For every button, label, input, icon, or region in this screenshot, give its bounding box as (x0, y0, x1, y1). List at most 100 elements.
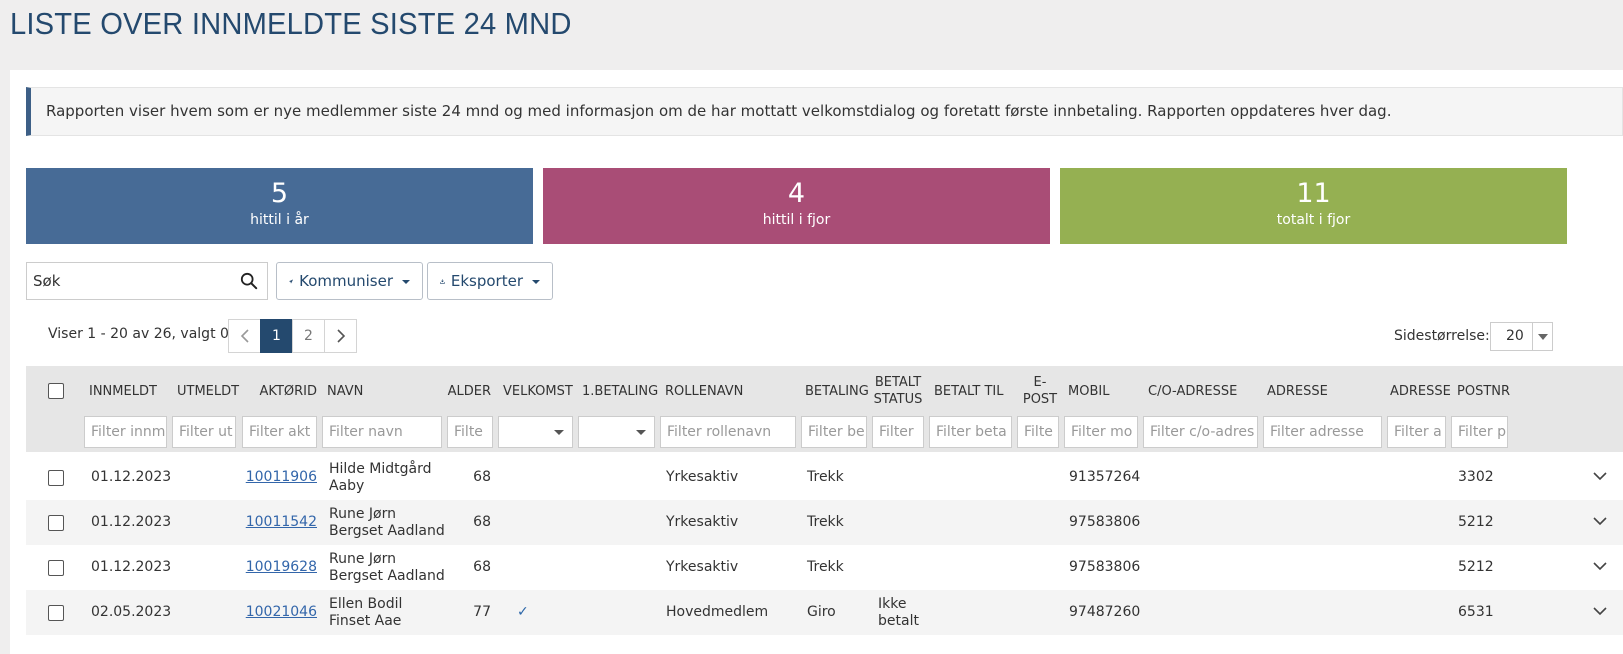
page-1-button[interactable]: 1 (260, 319, 293, 353)
row-checkbox[interactable] (48, 470, 64, 486)
cell-betalt-status: Ikke betalt (878, 590, 919, 635)
filter-epost[interactable]: Filte (1017, 416, 1059, 448)
cell-alder: 68 (473, 559, 491, 575)
aktorid-link[interactable]: 10021046 (245, 604, 317, 620)
page-title: LISTE OVER INNMELDTE SISTE 24 MND (10, 6, 572, 41)
col-innmeldt[interactable]: INNMELDT (89, 383, 157, 399)
cell-velkomst: ✓ (517, 604, 529, 620)
expand-chevron-icon[interactable] (1593, 606, 1607, 616)
report-panel: Rapporten viser hvem som er nye medlemme… (10, 70, 1623, 654)
col-utmeldt[interactable]: UTMELDT (177, 383, 240, 399)
row-checkbox[interactable] (48, 515, 64, 531)
eksporter-button[interactable]: Eksporter (427, 262, 553, 300)
stat-label: totalt i fjor (1276, 212, 1351, 228)
filter-aktorid[interactable]: Filter akt (242, 416, 317, 448)
cell-betaling: Trekk (807, 469, 844, 485)
filter-rollenavn[interactable]: Filter rollenavn (660, 416, 796, 448)
kommuniser-label: Kommuniser (299, 272, 393, 290)
filter-postnr[interactable]: Filter p (1451, 416, 1508, 448)
stat-card-last-year: 4 hittil i fjor (543, 168, 1050, 244)
row-checkbox[interactable] (48, 560, 64, 576)
expand-chevron-icon[interactable] (1593, 561, 1607, 571)
paper-plane-icon (289, 279, 293, 283)
col-aktorid[interactable]: AKTØRID (259, 383, 317, 399)
filter-betalt-status[interactable]: Filter (872, 416, 924, 448)
col-velkomst[interactable]: VELKOMST (503, 383, 573, 399)
kommuniser-button[interactable]: Kommuniser (276, 262, 423, 300)
select-all-checkbox[interactable] (48, 383, 64, 399)
stat-value: 11 (1296, 178, 1331, 209)
aktorid-link[interactable]: 10011906 (245, 469, 317, 485)
navn-line2: Bergset Aadland (329, 522, 445, 539)
col-postnr[interactable]: POSTNR (1457, 383, 1511, 399)
cell-navn: Rune Jørn Bergset Aadland (329, 500, 445, 545)
navn-line2: Aaby (329, 477, 365, 494)
search-icon[interactable] (240, 272, 258, 290)
col-betaling[interactable]: BETALING (805, 383, 869, 399)
col-rollenavn[interactable]: ROLLENAVN (665, 383, 744, 399)
filter-betaling[interactable]: Filter be (801, 416, 867, 448)
col-co-adresse[interactable]: C/O-ADRESSE (1148, 383, 1238, 399)
col-betalt-til[interactable]: BETALT TIL (934, 383, 1004, 399)
eksporter-label: Eksporter (450, 272, 523, 290)
filter-innmeldt[interactable]: Filter innm (84, 416, 167, 448)
filter-betalt-til[interactable]: Filter beta (929, 416, 1012, 448)
cell-innmeldt: 01.12.2023 (91, 514, 172, 530)
search-input[interactable] (27, 263, 227, 299)
table-body: 01.12.2023 10011906 Hilde Midtgård Aaby … (26, 455, 1623, 635)
table-row[interactable]: 01.12.2023 10019628 Rune Jørn Bergset Aa… (26, 545, 1623, 590)
table-row[interactable]: 01.12.2023 10011906 Hilde Midtgård Aaby … (26, 455, 1623, 500)
row-checkbox[interactable] (48, 605, 64, 621)
navn-line1: Hilde Midtgård (329, 460, 432, 477)
aktorid-link[interactable]: 10011542 (245, 514, 317, 530)
cell-betaling: Trekk (807, 514, 844, 530)
col-navn[interactable]: NAVN (327, 383, 364, 399)
filter-co-adresse[interactable]: Filter c/o-adres (1143, 416, 1258, 448)
col-mobil[interactable]: MOBIL (1068, 383, 1110, 399)
col-epost-line2: POST (1022, 392, 1058, 407)
cell-innmeldt: 01.12.2023 (91, 469, 172, 485)
col-alder[interactable]: ALDER (447, 383, 491, 399)
expand-chevron-icon[interactable] (1593, 471, 1607, 481)
pager-summary: Viser 1 - 20 av 26, valgt 0 (48, 326, 229, 342)
filter-utmeldt[interactable]: Filter ut (172, 416, 236, 448)
prev-page-button[interactable] (228, 319, 261, 353)
expand-chevron-icon[interactable] (1593, 516, 1607, 526)
cell-postnr: 3302 (1458, 469, 1494, 485)
aktorid-link[interactable]: 10019628 (245, 559, 317, 575)
stat-value: 4 (787, 178, 806, 209)
filter-velkomst-select[interactable] (498, 416, 573, 448)
chevron-down-icon[interactable] (1532, 323, 1552, 350)
chevron-right-icon (336, 329, 345, 343)
navn-line1: Rune Jørn (329, 505, 396, 522)
cell-mobil: 91357264 (1069, 469, 1141, 485)
navn-line1: Ellen Bodil (329, 595, 403, 612)
cell-navn: Rune Jørn Bergset Aadland (329, 545, 445, 590)
table-row[interactable]: 01.12.2023 10011542 Rune Jørn Bergset Aa… (26, 500, 1623, 545)
col-adresse[interactable]: ADRESSE (1267, 383, 1328, 399)
cell-alder: 68 (473, 469, 491, 485)
filter-adresse[interactable]: Filter adresse (1263, 416, 1382, 448)
filter-adresse2[interactable]: Filter a (1387, 416, 1446, 448)
col-adresse2[interactable]: ADRESSE (1390, 383, 1451, 399)
col-betalt-status[interactable]: BETALT STATUS (872, 366, 924, 416)
cell-rollenavn: Hovedmedlem (666, 604, 769, 620)
table-row[interactable]: 02.05.2023 10021046 Ellen Bodil Finset A… (26, 590, 1623, 635)
cell-innmeldt: 02.05.2023 (91, 604, 172, 620)
page-size-select[interactable]: 20 (1490, 322, 1553, 351)
status-line1: Ikke (878, 595, 907, 612)
navn-line2: Bergset Aadland (329, 567, 445, 584)
filter-alder[interactable]: Filte (447, 416, 493, 448)
page-2-button[interactable]: 2 (292, 319, 325, 353)
filter-navn[interactable]: Filter navn (322, 416, 442, 448)
cell-rollenavn: Yrkesaktiv (666, 559, 739, 575)
col-epost[interactable]: E- POST (1018, 366, 1062, 416)
col-1betaling[interactable]: 1.BETALING (582, 383, 659, 399)
filter-mobil[interactable]: Filter mo (1064, 416, 1138, 448)
col-betalt-status-line2: STATUS (873, 392, 923, 407)
filter-1betaling-select[interactable] (578, 416, 655, 448)
download-icon (440, 278, 445, 284)
next-page-button[interactable] (324, 319, 357, 353)
stat-card-this-year: 5 hittil i år (26, 168, 533, 244)
page-size-label: Sidestørrelse: (1394, 328, 1490, 344)
